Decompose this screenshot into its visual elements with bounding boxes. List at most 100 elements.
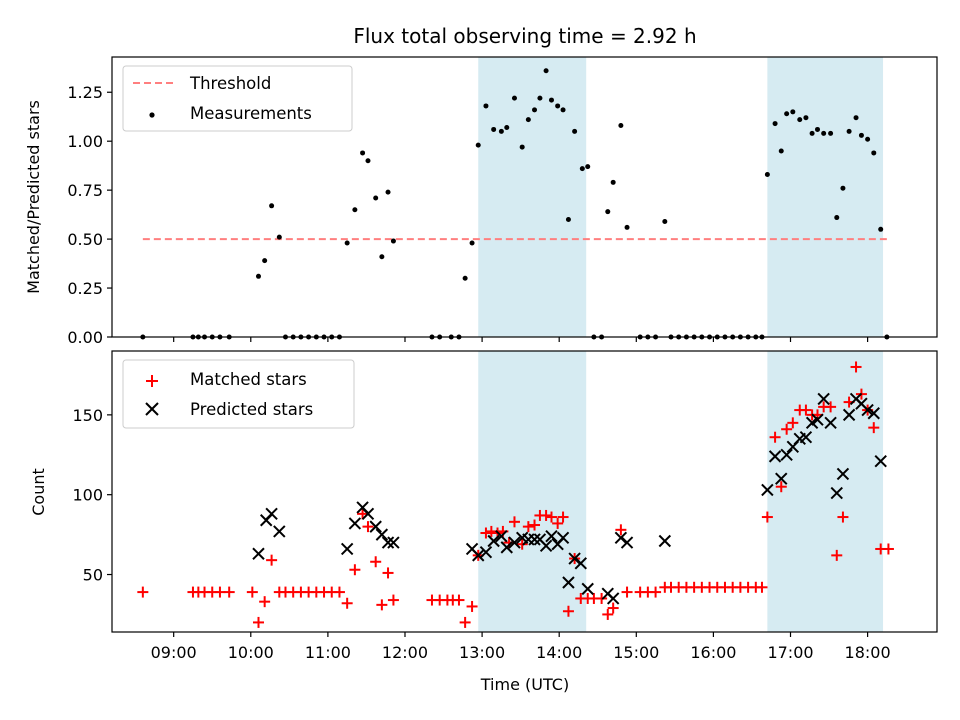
predicted-point-23 [539, 539, 553, 552]
predicted-point-29 [574, 557, 587, 570]
measurement-point-56 [624, 224, 630, 230]
bottom-x-tick-label-2: 11:00 [305, 643, 351, 662]
bottom-shade-0 [478, 351, 587, 632]
chart-title: Flux total observing time = 2.92 h [353, 24, 696, 48]
bottom-y-axis-label: Count [29, 468, 48, 516]
measurement-point-20 [352, 207, 358, 213]
measurement-point-43 [543, 68, 549, 74]
measurement-point-88 [853, 115, 859, 121]
matched-point-43 [522, 521, 534, 533]
measurement-point-25 [385, 189, 391, 195]
bottom-x-tick-label-9: 18:00 [845, 643, 891, 662]
predicted-point-7 [361, 507, 375, 521]
predicted-point-46 [824, 416, 837, 430]
measurement-point-53 [605, 209, 611, 215]
top-shade-0 [478, 57, 587, 337]
predicted-point-17 [500, 541, 513, 554]
predicted-point-10 [381, 536, 395, 549]
matched-point-27 [387, 594, 399, 606]
measurement-point-75 [772, 121, 778, 127]
legend-predicted-label: Predicted stars [190, 400, 313, 419]
predicted-point-52 [861, 403, 874, 417]
measurement-point-79 [797, 117, 803, 123]
measurement-point-91 [871, 150, 877, 156]
matched-point-8 [252, 616, 264, 628]
matched-point-7 [246, 586, 258, 598]
measurement-point-35 [491, 126, 497, 132]
bottom-plot-frame [111, 350, 938, 633]
measurement-point-10 [276, 234, 282, 240]
measurement-point-36 [498, 128, 504, 134]
matched-point-6 [223, 586, 235, 598]
matched-point-5 [214, 586, 226, 598]
predicted-point-2 [265, 507, 278, 521]
legend-predicted-swatch [145, 402, 159, 416]
predicted-point-21 [528, 533, 541, 546]
matched-point-59 [621, 586, 633, 598]
predicted-point-35 [658, 534, 672, 548]
matched-point-19 [333, 586, 345, 598]
predicted-point-15 [487, 534, 500, 548]
top-legend: Threshold Measurements [122, 65, 353, 132]
measurement-point-49 [579, 166, 585, 172]
measurement-point-81 [809, 130, 815, 136]
predicted-point-48 [836, 467, 850, 481]
bottom-legend: Matched stars Predicted stars [122, 359, 355, 429]
matched-point-47 [545, 511, 557, 523]
predicted-point-53 [867, 407, 880, 420]
measurement-point-92 [878, 226, 884, 232]
matched-point-96 [882, 543, 894, 555]
measurement-point-21 [360, 150, 366, 156]
bottom-y-tick-label-1: 100 [72, 486, 103, 505]
matched-point-26 [382, 567, 394, 579]
measurement-point-84 [828, 130, 834, 136]
bottom-x-tick-label-1: 10:00 [228, 643, 274, 662]
predicted-point-11 [387, 536, 400, 549]
predicted-point-30 [581, 582, 594, 596]
predicted-point-47 [830, 486, 843, 500]
measurement-point-32 [469, 240, 475, 246]
matched-point-83 [800, 404, 812, 416]
measurement-point-48 [572, 128, 578, 134]
bottom-x-tick-label-5: 14:00 [536, 643, 582, 662]
matched-point-89 [837, 511, 849, 523]
top-y-tick-label-0: 0.00 [67, 328, 103, 347]
legend-matched-swatch [146, 375, 158, 387]
measurement-point-89 [858, 132, 864, 138]
matched-point-80 [781, 423, 793, 435]
matched-point-41 [508, 516, 520, 528]
measurement-point-38 [511, 95, 517, 101]
matched-point-10 [266, 554, 278, 566]
measurement-point-47 [565, 217, 571, 223]
top-shade-1 [767, 57, 884, 337]
predicted-point-18 [508, 536, 521, 549]
bottom-panel: 50 100 150 09:00 10:00 11:00 12:00 13:00 14:00 15… [29, 350, 938, 694]
predicted-point-5 [348, 517, 362, 530]
top-y-tick-label-2: 0.50 [67, 230, 103, 249]
measurement-point-82 [814, 126, 820, 132]
matched-point-49 [557, 511, 569, 523]
matched-point-94 [868, 422, 880, 434]
bottom-axis-ticks: 50 100 150 09:00 10:00 11:00 12:00 13:00 14:00 15… [72, 406, 890, 662]
matched-point-76 [756, 581, 768, 593]
predicted-point-8 [369, 520, 382, 533]
matched-point-79 [775, 481, 787, 493]
measurement-point-77 [784, 111, 790, 117]
measurement-point-60 [662, 218, 668, 224]
measurement-point-80 [803, 115, 809, 121]
measurement-point-86 [840, 185, 846, 191]
measurement-point-83 [821, 130, 827, 136]
matched-point-57 [607, 602, 619, 614]
matched-point-9 [259, 596, 271, 608]
legend-matched-label: Matched stars [190, 370, 307, 389]
bottom-x-tick-label-3: 12:00 [382, 643, 428, 662]
bottom-x-tick-label-6: 15:00 [613, 643, 659, 662]
measurement-point-85 [834, 215, 840, 221]
matched-point-56 [602, 608, 614, 620]
measurement-point-7 [255, 273, 261, 279]
bottom-x-tick-label-8: 17:00 [767, 643, 813, 662]
predicted-point-26 [556, 531, 570, 545]
matched-point-78 [769, 431, 781, 443]
measurement-point-90 [865, 136, 871, 142]
measurement-point-44 [548, 97, 554, 103]
